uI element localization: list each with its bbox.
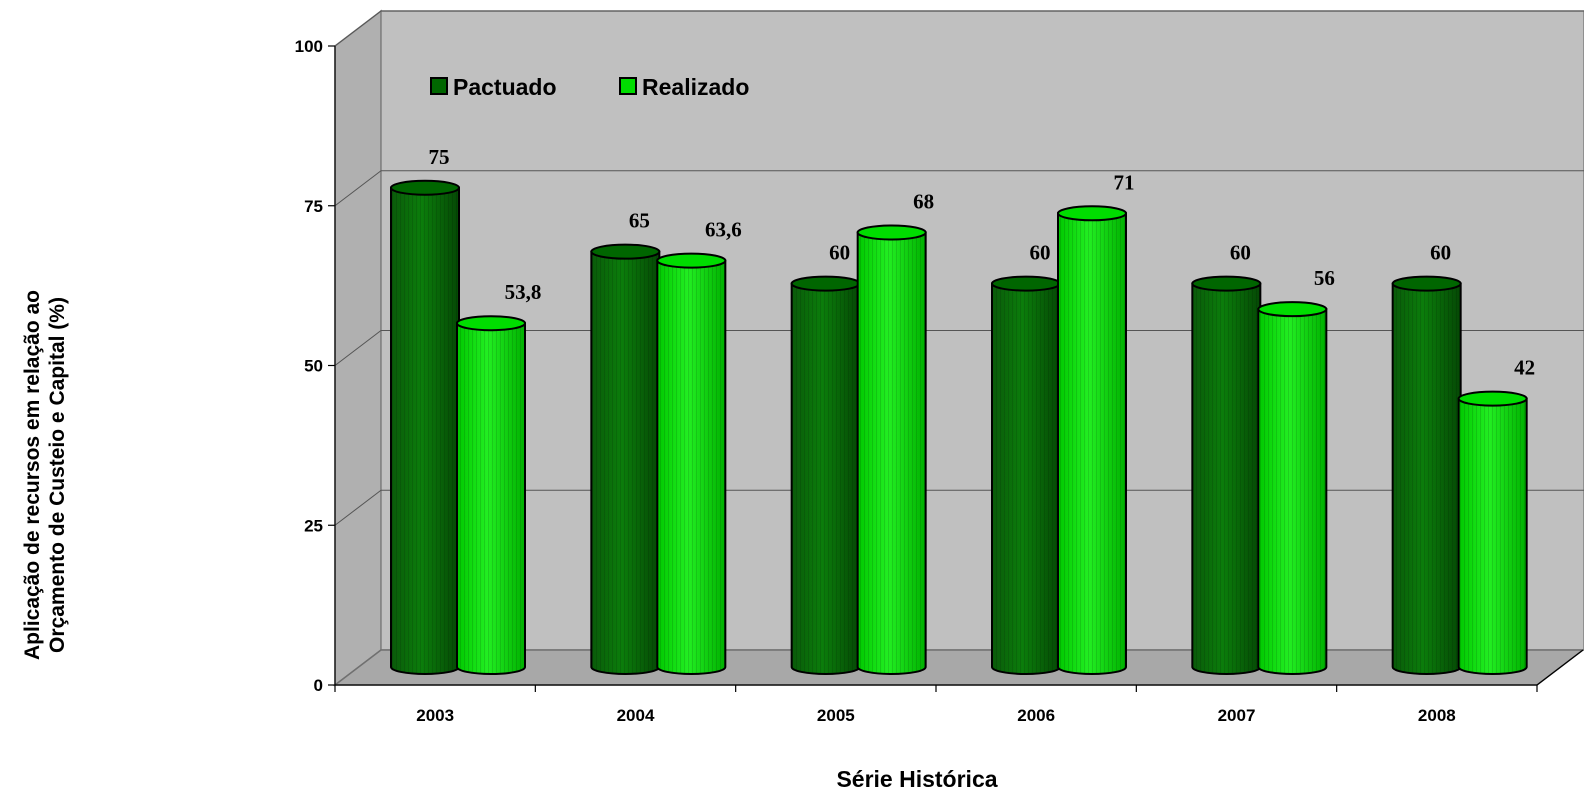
bar-realizado-2008: [1457, 390, 1528, 675]
x-tick-label: 2008: [1418, 706, 1456, 725]
data-label: 75: [429, 145, 450, 169]
legend-swatch-realizado: [619, 77, 637, 95]
bar-top: [1457, 390, 1528, 407]
bar-pactuado-2004: [590, 243, 661, 675]
gridline-side: [334, 330, 382, 366]
data-label: 71: [1114, 170, 1135, 194]
bar-realizado-2005: [856, 224, 927, 675]
x-tick-label: 2003: [416, 706, 454, 725]
data-label: 60: [829, 241, 850, 265]
bar-top: [456, 315, 526, 332]
bar-top: [790, 275, 861, 292]
bar-top: [1057, 205, 1127, 222]
y-tick-label: 0: [314, 676, 323, 695]
data-label: 53,8: [505, 280, 542, 304]
bar-realizado-2004: [656, 252, 727, 675]
bar-top: [991, 275, 1061, 292]
y-tick-label: 100: [295, 37, 323, 56]
y-tick-label: 25: [304, 516, 323, 535]
bar-top: [1191, 275, 1262, 292]
bar-top: [390, 179, 460, 196]
y-axis-title-wrap: Aplicação de recursos em relação ao Orça…: [10, 230, 80, 720]
bar-pactuado-2005: [790, 275, 861, 675]
data-label: 63,6: [705, 218, 742, 242]
bar-top: [1257, 301, 1328, 318]
bar-realizado-2003: [456, 315, 526, 675]
bar-top: [590, 243, 661, 260]
data-label: 60: [1430, 241, 1451, 265]
bar-pactuado-2006: [991, 275, 1061, 675]
x-tick-label: 2006: [1017, 706, 1055, 725]
x-tick-label: 2007: [1218, 706, 1256, 725]
bar-texture: [992, 283, 1060, 674]
bar-top: [1391, 275, 1462, 292]
legend-label-realizado: Realizado: [642, 74, 749, 100]
data-label: 68: [913, 189, 934, 213]
x-tick-label: 2005: [817, 706, 855, 725]
y-axis: 0 25 50 75 100: [295, 10, 1584, 695]
bar-pactuado-2003: [390, 179, 460, 675]
bar-texture: [1258, 309, 1327, 675]
y-tick-label: 75: [304, 197, 323, 216]
bar-texture: [457, 323, 525, 674]
bar-texture: [1192, 283, 1261, 675]
bar-texture: [791, 283, 860, 675]
bar-texture: [1392, 283, 1461, 675]
gridline-side: [334, 489, 382, 526]
bars: [390, 179, 1528, 675]
bar-texture: [657, 260, 726, 675]
bar-texture: [391, 187, 459, 674]
legend: Pactuado Realizado: [430, 74, 749, 100]
bar-realizado-2007: [1257, 301, 1328, 675]
data-label: 60: [1030, 241, 1051, 265]
data-labels: 75 53,8 65 63,6 60 68 60 71 60 56 60 42: [429, 145, 1536, 380]
data-label: 60: [1230, 241, 1251, 265]
y-tick-label: 50: [304, 357, 323, 376]
x-tick-label: 2004: [617, 706, 655, 725]
bar-pactuado-2008: [1391, 275, 1462, 675]
gridline-side: [334, 170, 382, 207]
gridline-side: [334, 10, 382, 47]
y-axis-title-line-2: Orçamento de Custeio e Capital (%): [46, 297, 69, 653]
legend-label-pactuado: Pactuado: [453, 74, 557, 100]
bar-top: [656, 252, 727, 269]
bar-top: [856, 224, 927, 241]
data-label: 56: [1314, 266, 1335, 290]
bar-texture: [1458, 398, 1527, 675]
data-label: 42: [1514, 356, 1535, 380]
bar-pactuado-2007: [1191, 275, 1262, 675]
legend-swatch-pactuado: [430, 77, 448, 95]
data-label: 65: [629, 209, 650, 233]
x-axis-depth-line: [1536, 649, 1584, 686]
bar-texture: [1058, 213, 1126, 674]
y-axis-title-line-1: Aplicação de recursos em relação ao: [21, 290, 44, 661]
y-axis-title: Aplicação de recursos em relação ao Orça…: [20, 230, 70, 720]
bar-realizado-2006: [1057, 205, 1127, 675]
bar-texture: [857, 232, 926, 675]
x-axis-title: Série Histórica: [836, 766, 998, 792]
x-axis: 2003 2004 2005 2006 2007 2008: [334, 649, 1584, 725]
bar-texture: [591, 251, 660, 675]
